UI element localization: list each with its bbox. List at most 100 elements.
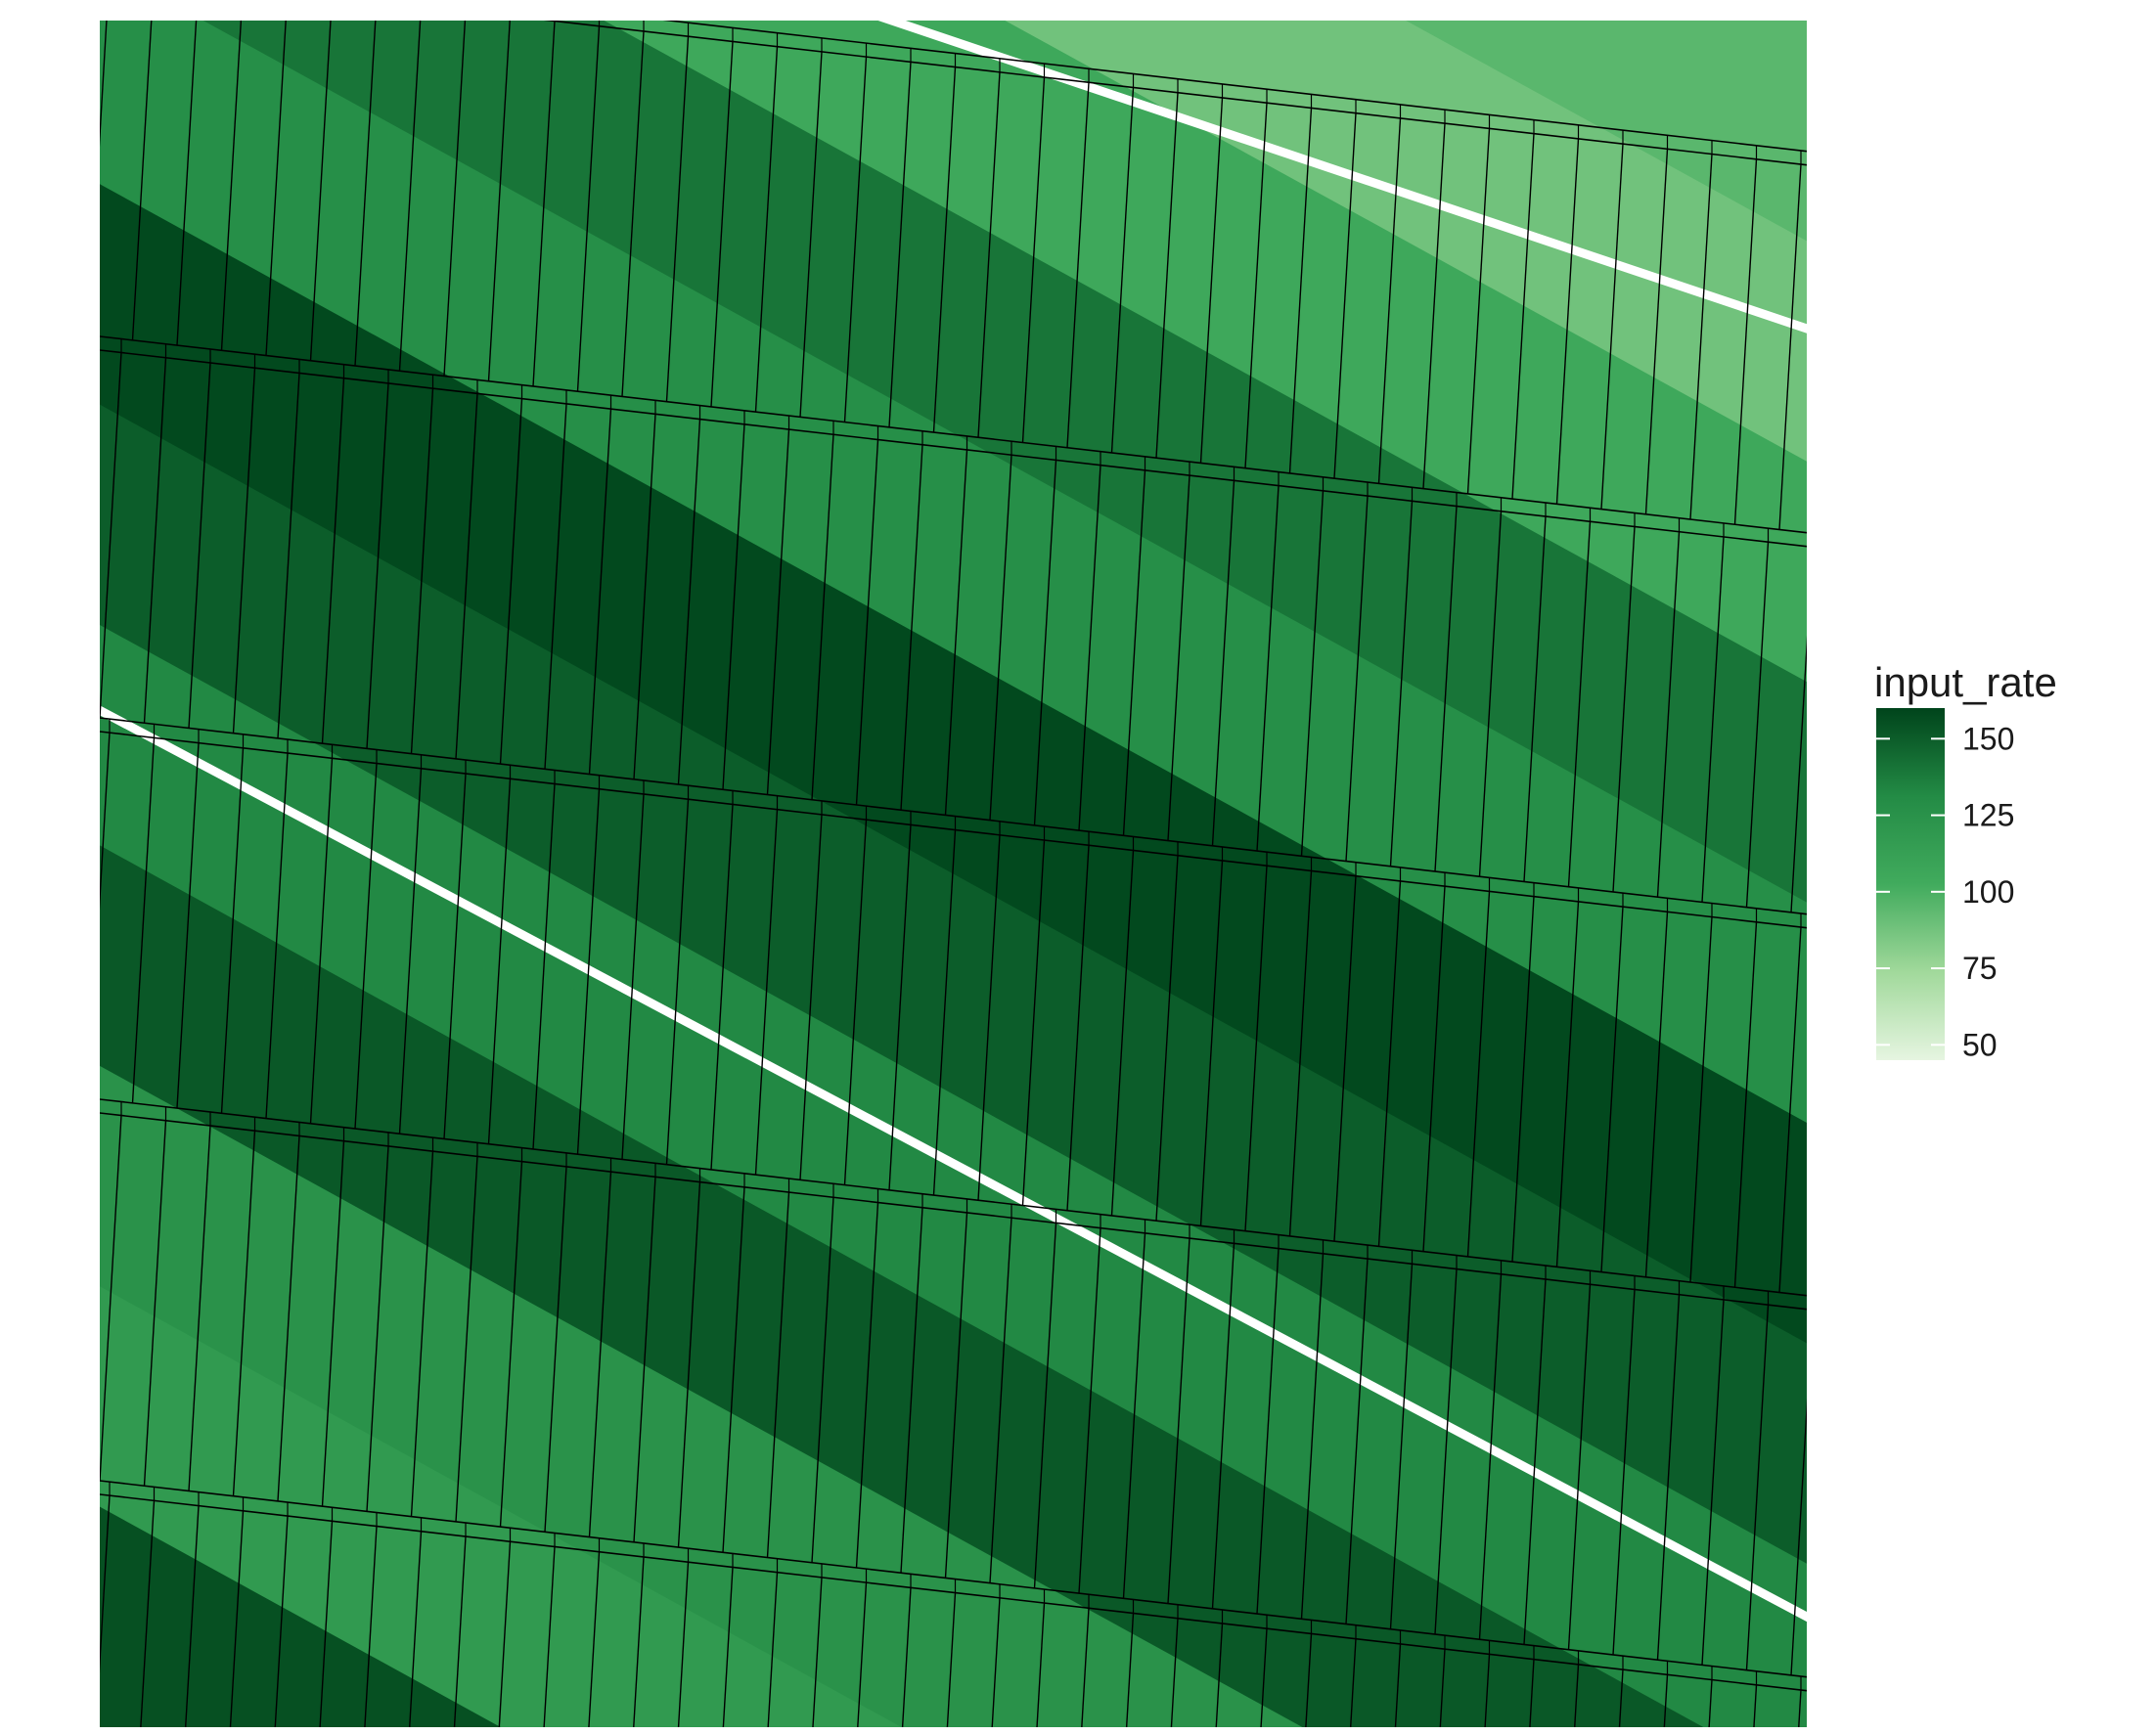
plot-boundary-line (100, 1480, 1807, 1678)
plot-boundary-line (1656, 531, 1681, 898)
plot-boundary-line (766, 428, 790, 795)
plot-boundary-line (1466, 891, 1491, 1257)
plot-boundary-line (1389, 501, 1414, 867)
plot-boundary-line (665, 799, 690, 1165)
legend-gradient-bar (1876, 708, 1945, 1060)
plot-boundary-line (532, 783, 556, 1149)
plot-boundary-line (1300, 490, 1325, 857)
plot-boundary-line (588, 1551, 601, 1727)
plot-boundary-line (1612, 526, 1636, 892)
plot-boundary-line (1434, 506, 1458, 872)
plot-boundary-line (443, 21, 467, 377)
plot-boundary-line (274, 1516, 289, 1727)
plot-boundary-line (1389, 1264, 1414, 1629)
plot-boundary-line (143, 357, 167, 724)
plot-boundary-line (1215, 1623, 1224, 1727)
plot-boundary-line (1733, 158, 1758, 525)
plot-boundary-line (100, 1112, 1807, 1311)
plot-boundary-line (1211, 480, 1235, 846)
plot-boundary-line (443, 773, 467, 1139)
plot-boundary-line (1733, 921, 1758, 1288)
rate-zone (100, 625, 1807, 1727)
plot-boundary-line (544, 1166, 567, 1533)
rate-zone (100, 21, 1807, 1125)
plot-boundary-line (1066, 845, 1090, 1211)
plot-boundary-line (532, 21, 556, 386)
plot-boundary-line (398, 21, 422, 372)
plot-boundary-line (410, 388, 434, 754)
plot-boundary-line (900, 444, 923, 811)
plot-boundary-line (1434, 1268, 1458, 1635)
plot-boundary-line (1260, 1628, 1268, 1727)
plot-boundary-line (366, 382, 389, 749)
plot-boundary-line (309, 21, 332, 361)
plot-boundary-line (100, 21, 108, 148)
plot-boundary-line (1345, 1258, 1369, 1624)
plot-boundary-line (1644, 912, 1669, 1277)
plot-boundary-line (100, 335, 1807, 534)
plot-boundary-line (1155, 92, 1179, 459)
plot-boundary-line (188, 362, 211, 729)
plot-boundary-line (710, 41, 734, 407)
plot-boundary-line (900, 1207, 923, 1574)
plot-boundary-line (1288, 870, 1313, 1236)
plot-boundary-line (1078, 465, 1101, 831)
plot-boundary-line (843, 57, 868, 423)
plot-boundary-line (855, 1202, 879, 1569)
plot-boundary-line (1790, 635, 1807, 912)
plot-boundary-line (812, 1577, 823, 1727)
plot-boundary-line (888, 824, 912, 1190)
plot-boundary-line (1701, 1299, 1725, 1666)
plot-boundary-line (1125, 1613, 1135, 1727)
plot-boundary-line (544, 403, 567, 770)
plot-boundary-line (754, 809, 779, 1176)
plot-boundary-line (1122, 469, 1146, 836)
plot-boundary-line (455, 1156, 478, 1522)
plot-boundary-line (1170, 1618, 1179, 1727)
plot-boundary-line (989, 455, 1012, 821)
plot-boundary-line (989, 1218, 1012, 1583)
plot-boundary-line (1523, 1278, 1547, 1645)
plot-boundary-line (232, 1131, 256, 1496)
gap-strips-layer (100, 21, 1807, 1623)
plot-boundary-line (1778, 163, 1802, 530)
plot-boundary-line (665, 36, 690, 402)
legend: input_rate 50 75 100 125 150 (1874, 659, 2129, 1099)
plot-boundary-line (1078, 1227, 1101, 1594)
plot-boundary-line (1199, 860, 1224, 1226)
plot-boundary-line (1745, 542, 1770, 908)
plot-boundary-line (100, 1495, 111, 1673)
plot-boundary-line (1288, 108, 1313, 473)
plot-boundary-line (1244, 103, 1268, 468)
plot-boundary-line (1377, 880, 1402, 1247)
plot-boundary-line (1778, 926, 1802, 1293)
plot-boundary-line (1689, 916, 1713, 1283)
plot-boundary-line (1081, 1608, 1090, 1727)
plot-boundary-line (176, 742, 200, 1109)
plot-boundary-line (946, 1592, 957, 1727)
plot-boundary-line (811, 1197, 834, 1563)
trial-map (100, 21, 1807, 1727)
plot-boundary-line (354, 21, 377, 367)
plot-boundary-line (1377, 117, 1402, 484)
plot-boundary-line (543, 1546, 556, 1727)
plot-boundary-line (398, 768, 423, 1134)
plot-boundary-line (1600, 144, 1624, 510)
plot-boundary-line (100, 1115, 122, 1482)
plot-boundary-line (1394, 1643, 1402, 1727)
plot-boundary-line (977, 71, 1001, 438)
plot-boundary-line (498, 1541, 512, 1727)
plot-boundary-line (1689, 154, 1713, 520)
plot-boundary-line (1345, 495, 1369, 862)
plot-boundary-line (888, 62, 912, 427)
plot-boundary-line (1349, 1638, 1357, 1727)
rate-zone (100, 404, 1807, 1565)
map-panel (100, 21, 1807, 1727)
plot-boundary-line (932, 829, 957, 1196)
rate-zone (100, 845, 1704, 1727)
plot-boundary-line (677, 1181, 701, 1548)
plot-boundary-line (220, 747, 245, 1114)
legend-ticks: 50 75 100 125 150 (1876, 721, 2014, 1060)
plot-boundary-line (321, 1140, 345, 1507)
plot-boundary-line (1523, 515, 1547, 882)
